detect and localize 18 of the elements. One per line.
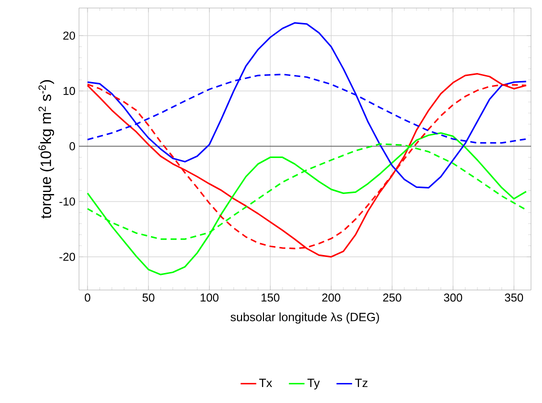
y-tick-label: 10 — [64, 86, 76, 95]
y-tick-label: -10 — [59, 197, 76, 206]
x-tick-label: 100 — [200, 294, 218, 302]
x-tick-label: 300 — [444, 294, 462, 302]
y-axis-title: torque (10$^{6}$kg m$^{2}$ s$^{-2}$) — [38, 80, 54, 219]
y-tick-label: -20 — [59, 252, 76, 261]
x-tick-label: 350 — [504, 294, 524, 302]
legend-label: Tz — [355, 378, 368, 388]
legend-label: Ty — [307, 378, 320, 390]
x-tick-label: 50 — [142, 294, 154, 302]
x-tick-label: 150 — [262, 294, 280, 302]
x-tick-label: 200 — [322, 294, 340, 302]
legend-label: Tx — [259, 378, 272, 388]
y-tick-label: 20 — [63, 32, 76, 40]
x-tick-label: 250 — [383, 294, 402, 302]
x-tick-label: 0 — [84, 294, 90, 302]
x-axis-title: subsolar longitude λs (DEG) — [230, 312, 379, 324]
y-tick-label: 0 — [70, 142, 76, 150]
